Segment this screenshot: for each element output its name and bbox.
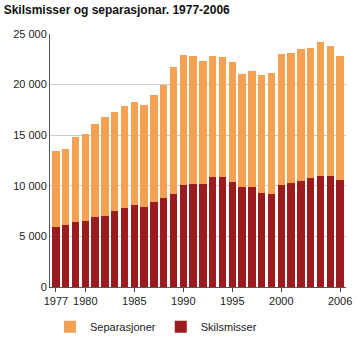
- svg-text:1980: 1980: [73, 295, 97, 307]
- svg-text:Skilsmisser og separasjonar. 1: Skilsmisser og separasjonar. 1977-2006: [4, 3, 230, 17]
- svg-text:Separasjoner: Separasjoner: [90, 321, 156, 333]
- svg-text:1985: 1985: [122, 295, 146, 307]
- svg-text:25 000: 25 000: [13, 28, 47, 40]
- svg-text:2000: 2000: [269, 295, 293, 307]
- svg-text:1995: 1995: [220, 295, 244, 307]
- svg-text:2006: 2006: [328, 295, 352, 307]
- svg-text:0: 0: [41, 281, 47, 293]
- svg-text:15 000: 15 000: [13, 129, 47, 141]
- svg-text:1977: 1977: [44, 295, 68, 307]
- svg-text:20 000: 20 000: [13, 78, 47, 90]
- svg-text:1990: 1990: [171, 295, 195, 307]
- svg-text:10 000: 10 000: [13, 180, 47, 192]
- svg-text:Skilsmisser: Skilsmisser: [201, 321, 257, 333]
- svg-text:5 000: 5 000: [19, 230, 47, 242]
